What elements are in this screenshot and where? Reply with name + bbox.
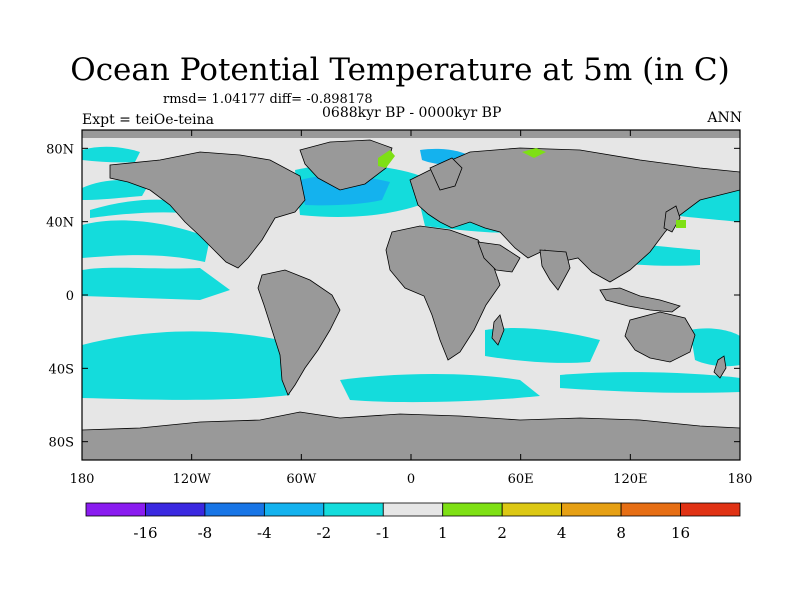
anomaly-patch bbox=[82, 331, 290, 400]
y-tick-label: 80N bbox=[46, 142, 74, 157]
land-layer bbox=[82, 130, 740, 460]
land-australia bbox=[624, 311, 696, 363]
colorbar-swatch bbox=[561, 502, 622, 517]
x-axis: 180 120W 60W 0 60E 120E 180 bbox=[70, 130, 753, 487]
experiment-label: Expt = teiOe-teina bbox=[82, 112, 214, 128]
anomaly-patch-warm bbox=[676, 220, 686, 228]
y-tick-label: 0 bbox=[66, 289, 74, 304]
period-label: 0688kyr BP - 0000kyr BP bbox=[322, 105, 502, 121]
colorbar-swatch bbox=[501, 502, 563, 517]
colorbar-label: 16 bbox=[671, 524, 690, 542]
anomaly-patch bbox=[560, 372, 740, 393]
season-label: ANN bbox=[707, 110, 742, 126]
land-new-zealand bbox=[713, 355, 727, 379]
x-tick-label: 60E bbox=[508, 472, 534, 487]
anomaly-patch-warm bbox=[522, 148, 546, 158]
colorbar-swatch bbox=[442, 502, 503, 517]
y-tick-label: 80S bbox=[49, 436, 74, 451]
land-south-america bbox=[257, 269, 341, 396]
land-africa bbox=[385, 225, 501, 361]
colorbar-swatch bbox=[145, 502, 206, 517]
colorbar-swatch bbox=[85, 502, 146, 517]
anomaly-patch-warm bbox=[378, 150, 395, 168]
anomaly-patch bbox=[690, 328, 740, 367]
land-madagascar bbox=[491, 314, 505, 346]
x-tick-label: 180 bbox=[70, 472, 95, 487]
chart-title: Ocean Potential Temperature at 5m (in C) bbox=[70, 52, 730, 88]
anomaly-patch bbox=[300, 175, 390, 206]
y-tick-label: 40N bbox=[46, 216, 74, 231]
colorbar-label: -16 bbox=[133, 524, 157, 542]
land-indonesia bbox=[599, 287, 681, 313]
colorbar: -16 -8 -4 -2 -1 1 2 4 8 16 bbox=[85, 502, 741, 542]
land-india bbox=[539, 249, 571, 291]
anomaly-patch bbox=[82, 267, 230, 300]
y-tick-label: 40S bbox=[49, 362, 74, 377]
land-arabia bbox=[477, 241, 521, 273]
y-axis: 80N 40N 0 40S 80S bbox=[46, 142, 740, 451]
land-greenland bbox=[299, 139, 393, 191]
colorbar-swatch bbox=[680, 502, 741, 517]
colorbar-label: -8 bbox=[198, 524, 213, 542]
colorbar-swatch bbox=[382, 502, 444, 517]
x-tick-label: 60W bbox=[286, 472, 317, 487]
anomaly-patch bbox=[340, 374, 540, 403]
anomaly-patch bbox=[82, 146, 140, 163]
x-tick-label: 120E bbox=[613, 472, 647, 487]
colorbar-label: -2 bbox=[317, 524, 332, 542]
anomaly-patch bbox=[485, 328, 600, 363]
colorbar-label: 8 bbox=[616, 524, 626, 542]
x-tick-label: 120W bbox=[173, 472, 212, 487]
land-antarctica bbox=[82, 411, 740, 460]
land-north-america bbox=[109, 151, 306, 269]
anomaly-patch bbox=[82, 220, 210, 262]
x-tick-label: 180 bbox=[728, 472, 753, 487]
colorbar-label: 4 bbox=[557, 524, 567, 542]
colorbar-swatch bbox=[204, 502, 265, 517]
colorbar-label: 2 bbox=[497, 524, 507, 542]
land-eurasia bbox=[409, 147, 740, 283]
colorbar-swatch bbox=[263, 502, 325, 517]
colorbar-label: -4 bbox=[257, 524, 272, 542]
colorbar-swatch bbox=[323, 502, 384, 517]
positive-anomaly-layer bbox=[378, 148, 686, 228]
land-scandinavia bbox=[429, 157, 463, 191]
colorbar-swatch bbox=[620, 502, 681, 517]
colorbar-label: 1 bbox=[438, 524, 448, 542]
colorbar-label: -1 bbox=[376, 524, 391, 542]
anomaly-patch bbox=[82, 180, 150, 200]
stats-label: rmsd= 1.04177 diff= -0.898178 bbox=[163, 92, 373, 107]
x-tick-label: 0 bbox=[407, 472, 415, 487]
